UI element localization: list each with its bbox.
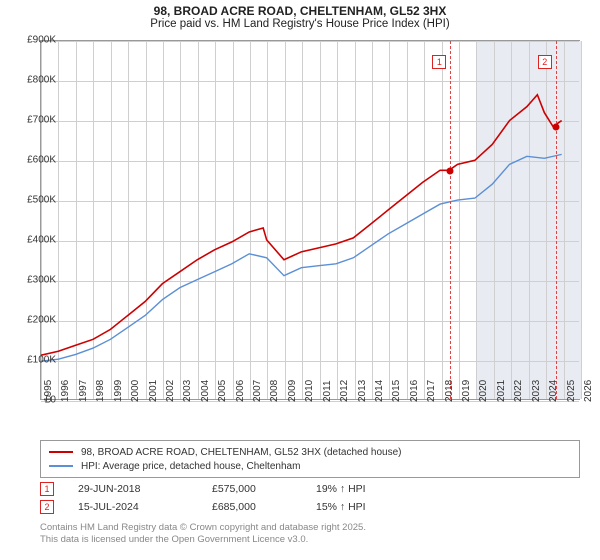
event-row: 1 29-JUN-2018 £575,000 19% ↑ HPI: [40, 480, 580, 498]
x-tick-label: 2026: [583, 380, 594, 402]
event-marker-box: 1: [432, 55, 446, 69]
legend-swatch: [49, 465, 73, 467]
legend-label: 98, BROAD ACRE ROAD, CHELTENHAM, GL52 3H…: [81, 447, 402, 458]
event-price: £575,000: [212, 483, 292, 495]
y-tick-label: £100K: [27, 355, 56, 366]
event-delta: 19% ↑ HPI: [316, 483, 366, 495]
event-vline: [556, 41, 557, 399]
y-tick-label: £500K: [27, 195, 56, 206]
event-vline: [450, 41, 451, 399]
x-tick-label: 2008: [269, 380, 280, 402]
x-tick-label: 2007: [252, 380, 263, 402]
event-dot: [447, 168, 454, 175]
y-tick-label: £800K: [27, 75, 56, 86]
x-tick-label: 2025: [566, 380, 577, 402]
event-row: 2 15-JUL-2024 £685,000 15% ↑ HPI: [40, 498, 580, 516]
x-tick-label: 2023: [531, 380, 542, 402]
x-tick-label: 2006: [235, 380, 246, 402]
y-tick-label: £200K: [27, 315, 56, 326]
y-tick-label: £300K: [27, 275, 56, 286]
chart-legend: 98, BROAD ACRE ROAD, CHELTENHAM, GL52 3H…: [40, 440, 580, 478]
x-tick-label: 1999: [113, 380, 124, 402]
y-tick-label: £600K: [27, 155, 56, 166]
x-tick-label: 2004: [200, 380, 211, 402]
x-tick-label: 2016: [409, 380, 420, 402]
legend-label: HPI: Average price, detached house, Chel…: [81, 461, 300, 472]
x-tick-label: 2011: [322, 380, 333, 402]
x-tick-label: 2014: [374, 380, 385, 402]
x-tick-label: 2012: [339, 380, 350, 402]
x-tick-label: 2018: [444, 380, 455, 402]
event-marker-box: 2: [538, 55, 552, 69]
x-tick-label: 2001: [148, 380, 159, 402]
y-tick-label: £900K: [27, 35, 56, 46]
legend-item: 98, BROAD ACRE ROAD, CHELTENHAM, GL52 3H…: [49, 445, 571, 459]
y-tick-label: £400K: [27, 235, 56, 246]
event-date: 15-JUL-2024: [78, 501, 188, 513]
x-tick-label: 2020: [478, 380, 489, 402]
event-table: 1 29-JUN-2018 £575,000 19% ↑ HPI 2 15-JU…: [40, 480, 580, 516]
x-tick-label: 2021: [496, 380, 507, 402]
attribution-footer: Contains HM Land Registry data © Crown c…: [40, 522, 366, 547]
event-marker-icon: 1: [40, 482, 54, 496]
x-tick-label: 2019: [461, 380, 472, 402]
legend-item: HPI: Average price, detached house, Chel…: [49, 459, 571, 473]
legend-swatch: [49, 451, 73, 453]
page-title: 98, BROAD ACRE ROAD, CHELTENHAM, GL52 3H…: [0, 4, 600, 18]
event-delta: 15% ↑ HPI: [316, 501, 366, 513]
x-tick-label: 2005: [217, 380, 228, 402]
x-tick-label: 1996: [60, 380, 71, 402]
x-tick-label: 2022: [513, 380, 524, 402]
x-tick-label: 2015: [391, 380, 402, 402]
x-tick-label: 2013: [357, 380, 368, 402]
x-tick-label: 2000: [130, 380, 141, 402]
footer-line: This data is licensed under the Open Gov…: [40, 534, 366, 546]
page-subtitle: Price paid vs. HM Land Registry's House …: [0, 18, 600, 30]
series-price_paid: [41, 95, 562, 356]
event-date: 29-JUN-2018: [78, 483, 188, 495]
x-tick-label: 2017: [426, 380, 437, 402]
x-tick-label: 2003: [182, 380, 193, 402]
footer-line: Contains HM Land Registry data © Crown c…: [40, 522, 366, 534]
x-tick-label: 1997: [78, 380, 89, 402]
x-tick-label: 1995: [43, 380, 54, 402]
price-chart: 12: [40, 40, 580, 400]
x-tick-label: 2009: [287, 380, 298, 402]
x-tick-label: 2024: [548, 380, 559, 402]
event-dot: [552, 124, 559, 131]
x-tick-label: 1998: [95, 380, 106, 402]
x-tick-label: 2002: [165, 380, 176, 402]
y-tick-label: £700K: [27, 115, 56, 126]
series-hpi: [41, 154, 562, 361]
event-price: £685,000: [212, 501, 292, 513]
x-tick-label: 2010: [304, 380, 315, 402]
event-marker-icon: 2: [40, 500, 54, 514]
